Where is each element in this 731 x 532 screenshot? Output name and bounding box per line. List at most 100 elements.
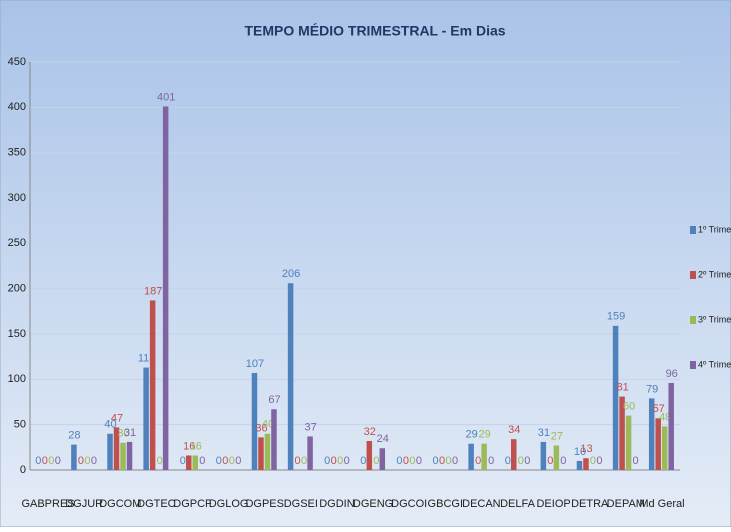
data-label: 0 bbox=[331, 455, 337, 467]
data-label: 0 bbox=[518, 455, 524, 467]
legend-label: 4º Trimestre bbox=[698, 359, 731, 369]
data-label: 0 bbox=[180, 455, 186, 467]
x-tick-label: DECAN bbox=[462, 498, 501, 510]
data-label: 0 bbox=[42, 455, 48, 467]
data-label: 16 bbox=[183, 440, 195, 452]
data-label: 0 bbox=[475, 455, 481, 467]
y-tick-label: 300 bbox=[8, 192, 26, 204]
data-label: 0 bbox=[35, 455, 41, 467]
data-label: 81 bbox=[616, 381, 628, 393]
data-label: 0 bbox=[301, 455, 307, 467]
x-tick-label: DGPCF bbox=[173, 498, 212, 510]
y-tick-label: 450 bbox=[8, 56, 26, 68]
bar bbox=[655, 418, 661, 470]
data-label: 29 bbox=[466, 429, 478, 441]
bar bbox=[612, 325, 619, 470]
data-label: 36 bbox=[255, 422, 267, 434]
x-tick-label: GBCGI bbox=[428, 498, 463, 510]
data-label: 67 bbox=[268, 394, 280, 406]
data-label: 0 bbox=[590, 455, 596, 467]
x-tick-label: DGDIN bbox=[319, 498, 355, 510]
x-tick-label: DGLOG bbox=[209, 498, 249, 510]
data-label: 29 bbox=[479, 429, 491, 441]
x-tick-label: DEIOP bbox=[536, 498, 570, 510]
y-tick-label: 200 bbox=[8, 283, 26, 295]
data-label: 0 bbox=[547, 455, 553, 467]
bar bbox=[481, 443, 487, 470]
data-label: 0 bbox=[416, 455, 422, 467]
bar bbox=[553, 445, 560, 470]
legend-label: 3º Trimestre bbox=[698, 314, 731, 324]
x-tick-label: DETRA bbox=[571, 498, 609, 510]
data-label: 0 bbox=[409, 455, 415, 467]
data-label: 0 bbox=[324, 455, 330, 467]
bar bbox=[511, 439, 517, 470]
data-label: 0 bbox=[295, 455, 301, 467]
data-label: 28 bbox=[68, 430, 80, 442]
data-label: 10 bbox=[574, 446, 586, 458]
legend-swatch bbox=[690, 226, 696, 234]
data-label: 187 bbox=[144, 285, 162, 297]
bar bbox=[468, 443, 474, 470]
data-label: 0 bbox=[596, 455, 602, 467]
data-label: 0 bbox=[222, 455, 228, 467]
data-label: 48 bbox=[659, 411, 671, 423]
bar bbox=[107, 433, 113, 470]
data-label: 0 bbox=[403, 455, 409, 467]
x-tick-label: DGCOM bbox=[99, 498, 141, 510]
bar bbox=[143, 367, 149, 470]
bar bbox=[661, 426, 668, 470]
bar bbox=[271, 409, 277, 470]
data-label: 31 bbox=[124, 427, 136, 439]
data-label: 0 bbox=[48, 455, 54, 467]
legend-label: 2º Trimestre bbox=[698, 269, 731, 279]
data-label: 32 bbox=[364, 426, 376, 438]
bar bbox=[576, 460, 583, 470]
data-label: 107 bbox=[246, 358, 264, 370]
data-label: 206 bbox=[282, 268, 300, 280]
data-label: 47 bbox=[111, 412, 123, 424]
bar bbox=[540, 441, 547, 470]
x-tick-label: Md Geral bbox=[639, 498, 684, 510]
x-tick-label: DGSEI bbox=[284, 498, 318, 510]
bar bbox=[120, 442, 126, 470]
data-label: 0 bbox=[235, 455, 241, 467]
data-label: 0 bbox=[157, 455, 163, 467]
data-label: 13 bbox=[580, 443, 592, 455]
data-label: 0 bbox=[452, 455, 458, 467]
data-label: 0 bbox=[560, 455, 566, 467]
data-label: 159 bbox=[607, 311, 625, 323]
data-label: 0 bbox=[505, 455, 511, 467]
x-tick-label: DELFA bbox=[500, 498, 536, 510]
legend-swatch bbox=[690, 361, 696, 369]
data-label: 0 bbox=[445, 455, 451, 467]
bar bbox=[126, 441, 133, 470]
data-label: 30 bbox=[117, 428, 129, 440]
bar bbox=[648, 398, 655, 470]
data-label: 0 bbox=[373, 455, 379, 467]
x-tick-label: DGENG bbox=[353, 498, 393, 510]
data-label: 0 bbox=[432, 455, 438, 467]
data-label: 0 bbox=[633, 455, 639, 467]
bar bbox=[258, 437, 264, 470]
bar bbox=[619, 396, 625, 470]
data-label: 31 bbox=[538, 427, 550, 439]
data-label: 37 bbox=[304, 421, 316, 433]
bar bbox=[366, 440, 373, 470]
data-label: 60 bbox=[623, 401, 635, 413]
data-label: 16 bbox=[190, 440, 202, 452]
data-label: 0 bbox=[524, 455, 530, 467]
x-tick-label: DGPES bbox=[245, 498, 284, 510]
data-label: 0 bbox=[396, 455, 402, 467]
data-label: 0 bbox=[488, 455, 494, 467]
x-tick-label: DEPAM bbox=[607, 498, 645, 510]
bar bbox=[251, 372, 258, 470]
bar bbox=[71, 444, 77, 470]
data-label: 0 bbox=[344, 455, 350, 467]
bar bbox=[379, 448, 386, 470]
bar bbox=[625, 415, 632, 470]
bar bbox=[113, 427, 120, 470]
data-label: 0 bbox=[360, 455, 366, 467]
bar bbox=[149, 300, 156, 470]
